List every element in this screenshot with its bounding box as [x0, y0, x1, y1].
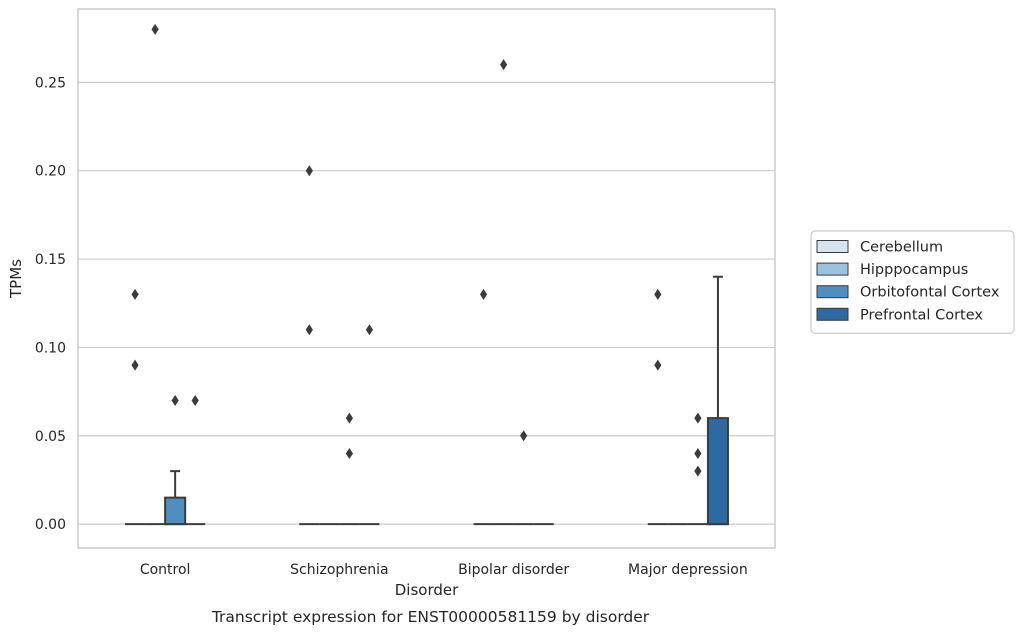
outlier-point	[345, 447, 353, 459]
outlier-point	[694, 447, 702, 459]
y-tick-label: 0.25	[35, 75, 66, 91]
legend-label: Cerebellum	[860, 240, 943, 256]
box-0-0	[125, 288, 146, 526]
legend-swatch	[816, 262, 849, 276]
box-0-1	[299, 165, 320, 526]
box-layer	[125, 23, 729, 526]
outlier-point	[654, 359, 662, 371]
outlier-point	[654, 288, 662, 300]
x-tick-labels: Control Schizophrenia Bipolar disorder Majo…	[140, 562, 748, 578]
box-3-0	[185, 394, 206, 526]
legend-frame	[810, 230, 1015, 335]
outlier-point	[131, 288, 139, 300]
plot-frame	[77, 8, 776, 549]
outlier-point	[500, 59, 508, 71]
grid-layer	[78, 81, 775, 525]
x-tick-label: Bipolar disorder	[458, 562, 569, 578]
outlier-point	[191, 394, 199, 406]
y-tick-label: 0.05	[35, 429, 66, 445]
outlier-point	[694, 465, 702, 477]
outlier-point	[520, 430, 528, 442]
legend: Cerebellum Hipppocampus Orbitofontal Corte…	[810, 230, 1015, 335]
box-3-1	[359, 324, 380, 526]
legend-label: Orbitofontal Cortex	[860, 285, 1000, 301]
y-tick-label: 0.15	[35, 252, 66, 268]
box-1-0	[145, 23, 166, 526]
outlier-point	[345, 412, 353, 424]
box-body	[164, 496, 187, 526]
box-2-3	[687, 412, 708, 526]
x-tick-label: Major depression	[628, 562, 748, 578]
outlier-point	[171, 394, 179, 406]
outlier-point	[131, 359, 139, 371]
x-tick-label: Schizophrenia	[290, 562, 388, 578]
box-body	[706, 417, 729, 526]
outlier-point	[305, 324, 313, 336]
outlier-point	[479, 288, 488, 300]
legend-label: Prefrontal Cortex	[860, 307, 983, 323]
x-axis-label: Disorder	[395, 581, 459, 599]
y-tick-labels: 0.00 0.05 0.10 0.15 0.20 0.25	[35, 75, 66, 533]
legend-label: Hipppocampus	[860, 262, 968, 278]
chart-caption: Transcript expression for ENST0000058115…	[211, 608, 650, 626]
x-tick-label: Control	[140, 562, 191, 578]
box-2-0	[164, 394, 187, 526]
y-tick-label: 0.00	[35, 517, 66, 533]
outlier-point	[305, 165, 313, 177]
y-tick-label: 0.20	[35, 164, 66, 180]
outlier-point	[694, 412, 702, 424]
box-2-2	[513, 430, 534, 526]
box-0-3	[647, 288, 668, 526]
legend-swatch	[816, 240, 849, 253]
legend-swatch	[816, 307, 849, 321]
outlier-point	[365, 324, 374, 336]
y-axis-label: TPMs	[7, 259, 25, 299]
box-2-1	[339, 412, 360, 526]
box-1-2	[493, 59, 514, 526]
outlier-point	[151, 23, 159, 35]
y-tick-label: 0.10	[35, 340, 66, 356]
box-3-3	[706, 275, 729, 526]
legend-swatch	[816, 285, 849, 299]
box-0-2	[473, 288, 494, 526]
